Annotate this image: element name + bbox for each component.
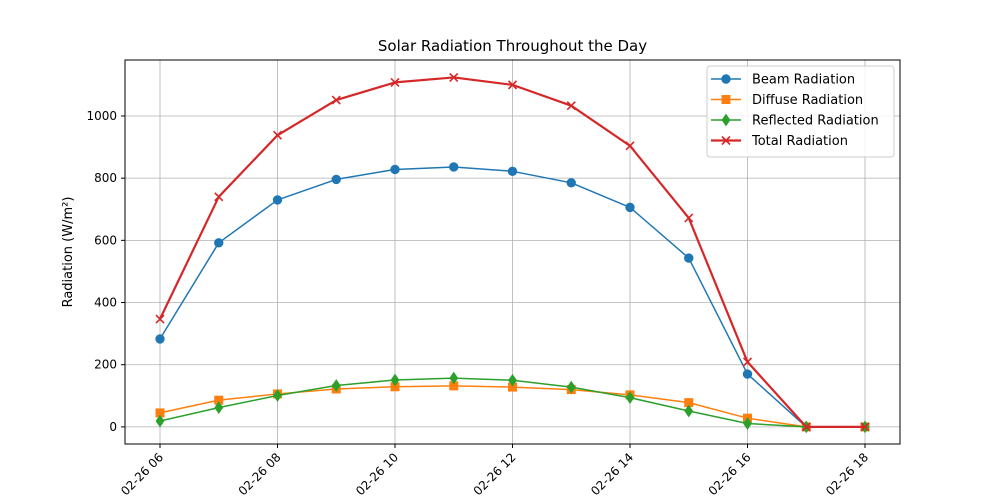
y-tick-label: 400 bbox=[94, 296, 117, 310]
legend-label-total-radiation: Total Radiation bbox=[751, 134, 848, 149]
beam-radiation-point bbox=[566, 178, 576, 188]
reflected-radiation-point bbox=[449, 371, 459, 385]
legend-entry-diffuse-radiation: Diffuse Radiation bbox=[711, 93, 863, 108]
beam-radiation-point bbox=[390, 164, 400, 175]
legend-marker-diffuse-radiation bbox=[721, 95, 731, 104]
beam-radiation-point bbox=[449, 162, 459, 172]
beam-radiation-point bbox=[272, 195, 283, 205]
legend: Beam Radiation Diffuse Radiation Reflected… bbox=[706, 65, 895, 158]
x-tick-label: 02-26 14 bbox=[588, 450, 636, 498]
legend-entry-beam-radiation: Beam Radiation bbox=[711, 73, 855, 88]
beam-radiation-point bbox=[214, 238, 224, 248]
y-tick-label: 200 bbox=[94, 358, 117, 372]
y-tick-label: 1000 bbox=[86, 109, 117, 123]
x-tick-label: 02-26 06 bbox=[118, 450, 166, 498]
y-tick-label: 600 bbox=[94, 233, 117, 247]
legend-marker-reflected-radiation bbox=[721, 113, 731, 127]
reflected-radiation-point bbox=[331, 379, 341, 392]
total-radiation-point bbox=[742, 357, 753, 367]
beam-radiation-point bbox=[742, 369, 753, 379]
y-tick-label: 800 bbox=[94, 171, 117, 185]
beam-radiation-point bbox=[625, 202, 635, 213]
axis-ticks: 0 200 400 600 800 1000 02-26 06 02-26 08 02-26 1… bbox=[86, 109, 871, 498]
reflected-radiation-point bbox=[566, 380, 576, 394]
total-radiation-point bbox=[801, 422, 811, 432]
total-radiation-point bbox=[566, 101, 576, 111]
reflected-radiation-point bbox=[743, 417, 752, 430]
reflected-radiation-series bbox=[155, 371, 870, 434]
total-radiation-point bbox=[390, 77, 400, 87]
total-radiation-point bbox=[449, 72, 459, 82]
legend-marker-total-radiation bbox=[721, 135, 731, 146]
x-tick-label: 02-26 12 bbox=[471, 450, 519, 498]
chart-title: Solar Radiation Throughout the Day bbox=[378, 37, 647, 55]
x-tick-label: 02-26 18 bbox=[823, 450, 871, 498]
total-radiation-series bbox=[155, 72, 870, 432]
beam-radiation-point bbox=[155, 334, 165, 344]
legend-label-reflected-radiation: Reflected Radiation bbox=[752, 114, 879, 129]
y-axis-label: Radiation (W/m²) bbox=[61, 197, 76, 308]
x-tick-label: 02-26 08 bbox=[236, 450, 284, 498]
total-radiation-point bbox=[625, 141, 635, 151]
x-tick-label: 02-26 16 bbox=[706, 450, 754, 498]
x-tick-label: 02-26 10 bbox=[353, 450, 401, 498]
reflected-radiation-point bbox=[155, 414, 165, 428]
legend-entry-reflected-radiation: Reflected Radiation bbox=[711, 114, 879, 129]
reflected-radiation-point bbox=[625, 391, 635, 405]
legend-label-diffuse-radiation: Diffuse Radiation bbox=[752, 93, 863, 108]
legend-box bbox=[706, 65, 895, 158]
total-radiation-point bbox=[507, 80, 518, 90]
y-tick-label: 0 bbox=[109, 420, 117, 434]
series-group bbox=[155, 72, 870, 434]
total-radiation-point bbox=[860, 422, 870, 432]
total-radiation-point bbox=[684, 213, 694, 223]
reflected-radiation-point bbox=[684, 404, 694, 418]
reflected-radiation-point bbox=[390, 373, 400, 387]
reflected-radiation-point bbox=[214, 401, 224, 415]
total-radiation-point bbox=[214, 192, 224, 202]
legend-marker-beam-radiation bbox=[721, 74, 731, 84]
beam-radiation-point bbox=[331, 174, 341, 185]
reflected-radiation-point bbox=[508, 373, 517, 387]
total-radiation-point bbox=[155, 314, 165, 324]
total-radiation-point bbox=[272, 130, 283, 140]
beam-radiation-point bbox=[684, 253, 694, 263]
total-radiation-point bbox=[331, 95, 341, 105]
beam-radiation-point bbox=[507, 166, 518, 177]
legend-entry-total-radiation: Total Radiation bbox=[711, 134, 848, 149]
legend-label-beam-radiation: Beam Radiation bbox=[752, 73, 855, 88]
reflected-radiation-point bbox=[273, 389, 282, 402]
